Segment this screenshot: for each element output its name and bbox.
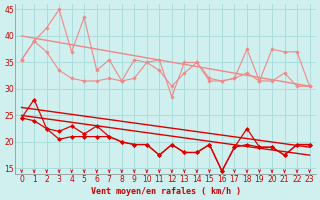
X-axis label: Vent moyen/en rafales ( km/h ): Vent moyen/en rafales ( km/h ) [91,187,241,196]
